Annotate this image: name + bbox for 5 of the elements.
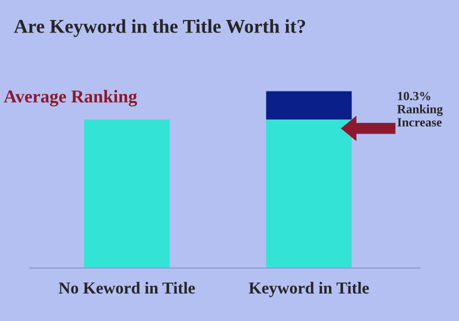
chart-title: Are Keyword in the Title Worth it? — [14, 19, 306, 37]
y-axis-title: Average Ranking — [4, 90, 138, 106]
annotation: 10.3% Ranking Increase — [397, 92, 443, 127]
x-tick-label: No Keword in Title — [58, 282, 195, 294]
x-tick-label: Keyword in Title — [248, 282, 369, 298]
